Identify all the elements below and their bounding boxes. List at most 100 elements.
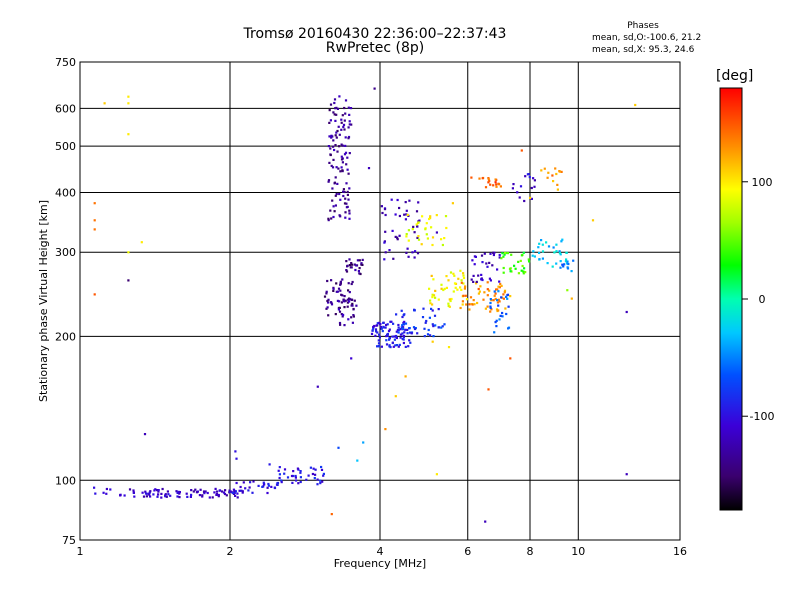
data-point bbox=[330, 301, 333, 304]
data-point bbox=[395, 344, 399, 347]
data-point bbox=[340, 128, 343, 131]
data-point bbox=[545, 241, 548, 244]
data-point bbox=[375, 324, 378, 327]
data-point bbox=[406, 213, 409, 216]
data-point bbox=[326, 306, 329, 309]
data-point bbox=[345, 269, 348, 272]
data-point bbox=[380, 345, 383, 348]
data-point bbox=[217, 494, 220, 497]
data-point bbox=[93, 219, 96, 222]
data-point bbox=[335, 192, 338, 196]
data-point bbox=[457, 277, 460, 280]
data-point bbox=[404, 322, 408, 325]
data-point bbox=[354, 268, 357, 272]
data-point bbox=[355, 264, 358, 267]
data-point bbox=[384, 326, 387, 329]
data-point bbox=[350, 304, 353, 307]
data-point bbox=[426, 237, 429, 240]
data-point bbox=[428, 316, 431, 319]
x-tick-label: 1 bbox=[77, 545, 84, 558]
data-point bbox=[340, 301, 343, 304]
data-point bbox=[342, 188, 345, 191]
data-point bbox=[340, 155, 343, 158]
data-point bbox=[343, 324, 346, 327]
data-point bbox=[376, 345, 379, 348]
data-point bbox=[572, 259, 575, 262]
data-point bbox=[373, 324, 376, 328]
data-point bbox=[379, 325, 383, 329]
data-point bbox=[565, 258, 568, 261]
data-point bbox=[487, 181, 490, 184]
data-point bbox=[132, 491, 135, 494]
data-point bbox=[347, 198, 350, 201]
data-point bbox=[413, 256, 416, 259]
data-point bbox=[403, 213, 406, 216]
data-point bbox=[426, 333, 430, 336]
data-point bbox=[341, 315, 344, 318]
data-point bbox=[405, 251, 408, 254]
data-point bbox=[431, 309, 434, 312]
data-point bbox=[333, 148, 336, 152]
data-point bbox=[417, 201, 420, 204]
data-point bbox=[377, 342, 381, 345]
data-point bbox=[453, 282, 457, 285]
data-point bbox=[486, 281, 489, 284]
data-point bbox=[383, 240, 386, 243]
data-point bbox=[521, 264, 524, 268]
data-point bbox=[481, 278, 484, 282]
data-point bbox=[437, 308, 440, 311]
data-point bbox=[330, 217, 333, 220]
data-point bbox=[316, 478, 319, 481]
data-point bbox=[520, 254, 523, 257]
data-point bbox=[350, 266, 353, 269]
data-point bbox=[331, 199, 334, 202]
data-point bbox=[397, 331, 400, 334]
data-point bbox=[494, 297, 497, 300]
data-point bbox=[395, 336, 398, 340]
data-point bbox=[348, 291, 351, 294]
data-point bbox=[383, 208, 387, 211]
data-point bbox=[337, 446, 340, 449]
data-point bbox=[331, 166, 335, 169]
data-point bbox=[195, 491, 199, 494]
data-point bbox=[565, 251, 568, 254]
data-point bbox=[270, 485, 273, 488]
data-point bbox=[424, 321, 427, 324]
data-point bbox=[493, 294, 496, 297]
data-point bbox=[242, 481, 245, 484]
data-point bbox=[449, 299, 452, 303]
phases-x-stats: mean, sd,X: 95.3, 24.6 bbox=[592, 45, 695, 55]
data-point bbox=[263, 483, 266, 486]
data-point bbox=[349, 298, 352, 301]
data-point bbox=[430, 226, 433, 229]
data-point bbox=[94, 492, 97, 495]
data-point bbox=[543, 167, 546, 170]
data-point bbox=[567, 262, 570, 266]
data-point bbox=[437, 298, 440, 301]
data-point bbox=[387, 330, 391, 333]
data-point bbox=[348, 152, 351, 155]
data-point bbox=[346, 264, 349, 267]
data-point bbox=[329, 103, 333, 106]
data-point bbox=[374, 328, 378, 331]
data-point bbox=[505, 295, 508, 298]
data-point bbox=[371, 329, 374, 332]
data-point bbox=[93, 293, 96, 296]
data-point bbox=[532, 250, 535, 253]
data-point bbox=[236, 496, 239, 499]
data-point bbox=[392, 322, 395, 325]
data-point bbox=[334, 144, 337, 147]
data-point bbox=[462, 272, 465, 275]
data-point bbox=[327, 314, 330, 317]
axes: 1 2 4 6 8 10 16 75 100 200 300 400 500 600 750 bbox=[55, 56, 687, 558]
data-point bbox=[404, 328, 407, 331]
data-point bbox=[501, 311, 504, 315]
data-point bbox=[412, 326, 416, 329]
data-point bbox=[487, 177, 490, 180]
data-point bbox=[273, 486, 276, 489]
data-point bbox=[399, 328, 402, 331]
data-point bbox=[488, 261, 491, 264]
data-point bbox=[559, 260, 562, 263]
data-point bbox=[222, 491, 226, 494]
